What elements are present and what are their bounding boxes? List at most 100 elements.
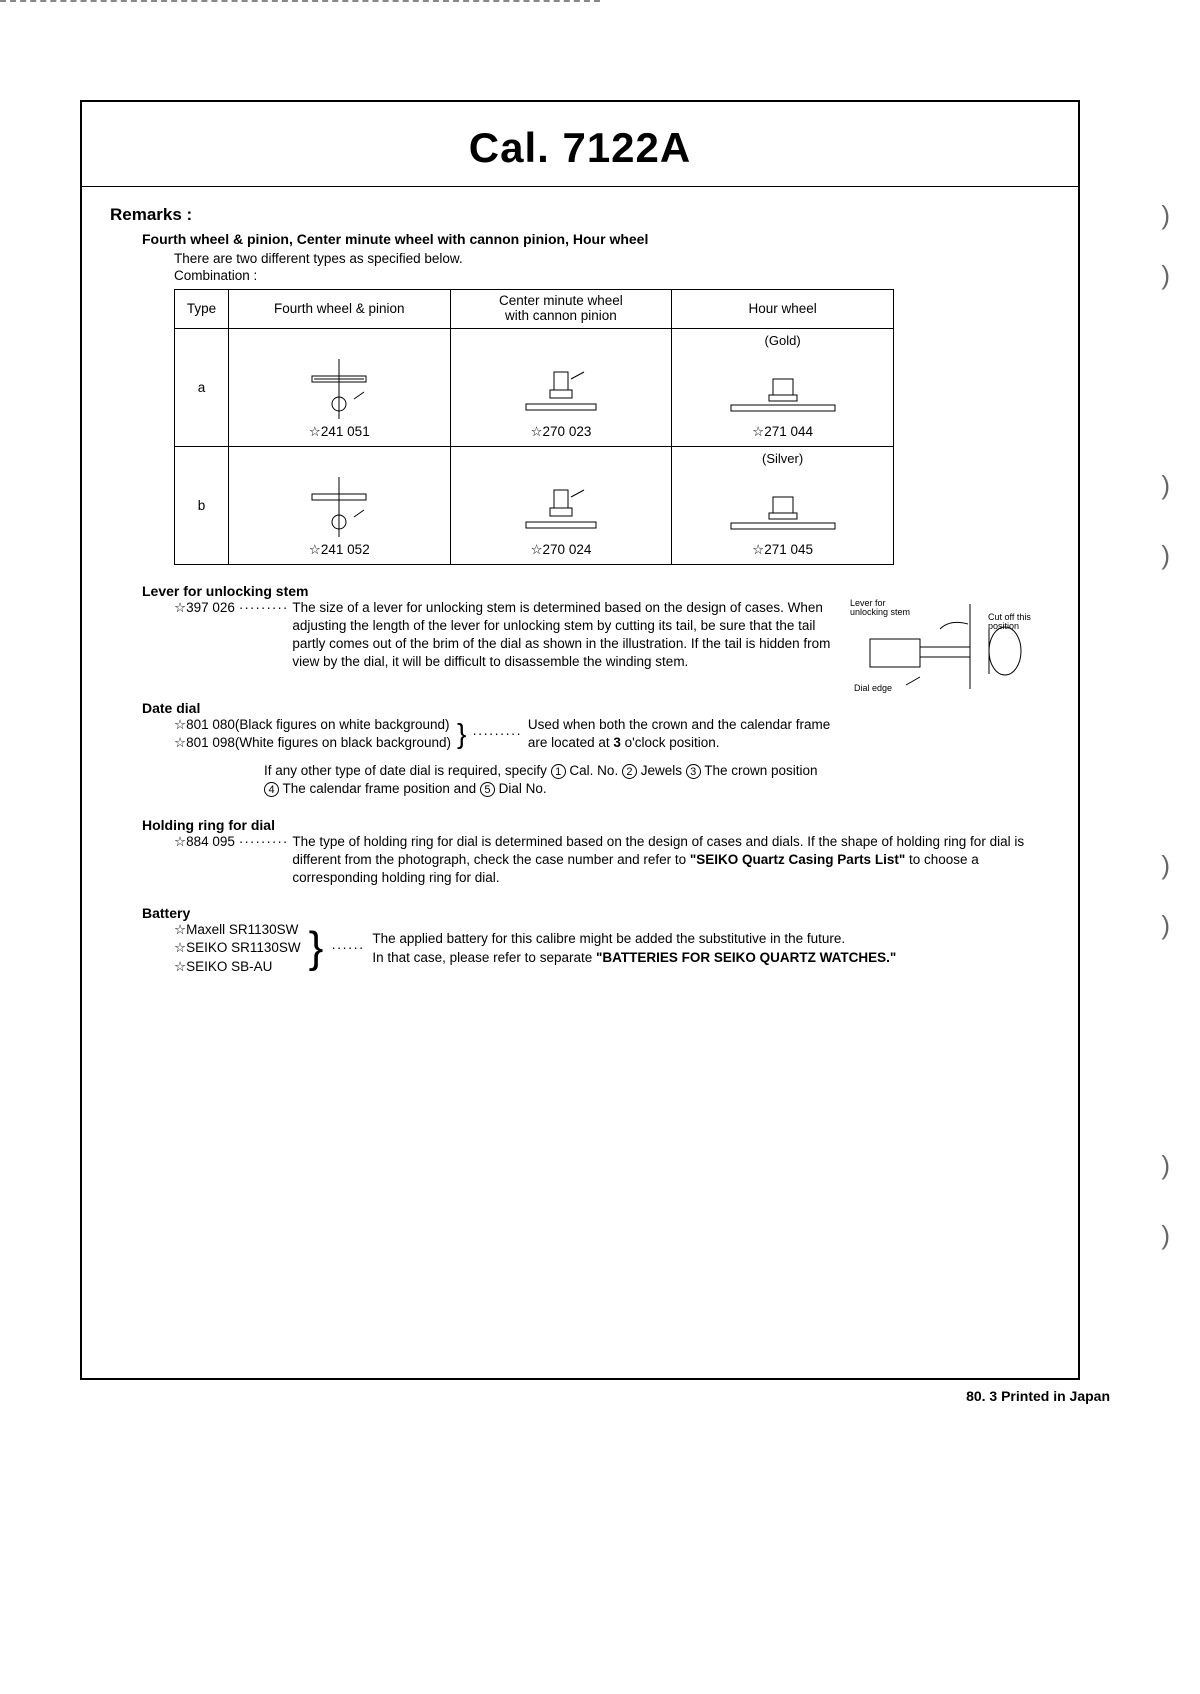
scan-mark-icon: ) xyxy=(1161,1150,1170,1181)
circled-4: 4 xyxy=(264,782,279,797)
holding-dots: ········· xyxy=(239,833,288,888)
battery-1: ☆Maxell SR1130SW xyxy=(174,921,301,939)
lever-fig-label2: Cut off this position xyxy=(988,613,1050,631)
scan-mark-icon: ) xyxy=(1161,260,1170,291)
battery-2: ☆SEIKO SR1130SW xyxy=(174,939,301,957)
battery-bold: "BATTERIES FOR SEIKO QUARTZ WATCHES." xyxy=(596,950,896,965)
circled-2: 2 xyxy=(622,764,637,779)
part-fourth-b: ☆241 052 xyxy=(235,542,444,558)
part-hour-b: ☆271 045 xyxy=(678,542,887,558)
content-area: Remarks : Fourth wheel & pinion, Center … xyxy=(82,187,1078,996)
dd-c3t: The crown position xyxy=(701,763,818,778)
lever-fig-label1: Lever for unlocking stem xyxy=(850,599,920,617)
cell-center-b: ☆270 024 xyxy=(450,446,672,564)
page-title: Cal. 7122A xyxy=(82,102,1078,187)
th-center: Center minute wheel with cannon pinion xyxy=(450,290,672,329)
fourth-wheel-icon xyxy=(304,354,374,424)
scan-mark-icon: ) xyxy=(1161,1220,1170,1251)
cell-fourth-a: ☆241 051 xyxy=(228,328,450,446)
holding-block: ☆884 095 ········· The type of holding r… xyxy=(174,833,1050,888)
datedial-usage-col: Used when both the crown and the calenda… xyxy=(528,716,830,752)
lever-part: ☆397 026 xyxy=(174,599,235,672)
dd-c1t: Cal. No. xyxy=(566,763,622,778)
lever-dots: ········· xyxy=(239,599,288,672)
dd-note-pre: If any other type of date dial is requir… xyxy=(264,763,551,778)
datedial-block: ☆801 080(Black figures on white backgrou… xyxy=(174,716,1050,799)
table-header-row: Type Fourth wheel & pinion Center minute… xyxy=(175,290,894,329)
center-wheel-icon xyxy=(516,364,606,424)
cell-fourth-b: ☆241 052 xyxy=(228,446,450,564)
circled-5: 5 xyxy=(480,782,495,797)
datedial-p1-line: ☆801 080(Black figures on white backgrou… xyxy=(174,716,451,734)
battery-text2a: In that case, please refer to separate xyxy=(372,950,596,965)
scan-mark-icon: ) xyxy=(1161,910,1170,941)
part-center-a: ☆270 023 xyxy=(457,424,666,440)
scan-edge xyxy=(0,0,600,4)
datedial-usage2-post: o'clock position. xyxy=(621,735,720,750)
lever-text: The size of a lever for unlocking stem i… xyxy=(292,599,832,672)
part-hour-a: ☆271 044 xyxy=(678,424,887,440)
datedial-p2: ☆801 098 xyxy=(174,735,235,750)
datedial-p2desc: (White figures on black background) xyxy=(235,735,451,750)
holding-text: The type of holding ring for dial is det… xyxy=(292,833,1050,888)
battery-text1: The applied battery for this calibre mig… xyxy=(372,930,896,948)
wheel-heading: Fourth wheel & pinion, Center minute whe… xyxy=(142,231,1050,247)
lever-figure: Lever for unlocking stem Cut off this po… xyxy=(850,599,1050,694)
hour-wheel-icon xyxy=(723,487,843,542)
datedial-usage2-pre: are located at xyxy=(528,735,614,750)
holding-heading: Holding ring for dial xyxy=(142,817,1050,833)
cell-hour-b: (Silver) ☆271 045 xyxy=(672,446,894,564)
cell-hour-a: (Gold) ☆271 044 xyxy=(672,328,894,446)
datedial-dots: ········· xyxy=(472,725,521,743)
th-hour: Hour wheel xyxy=(672,290,894,329)
remarks-heading: Remarks : xyxy=(110,205,1050,225)
datedial-three: 3 xyxy=(613,735,621,750)
datedial-note: If any other type of date dial is requir… xyxy=(264,762,1050,798)
scan-mark-icon: ) xyxy=(1161,470,1170,501)
table-row: a ☆241 051 ☆270 023 (Gold) ☆271 044 xyxy=(175,328,894,446)
lever-hang: ☆397 026 ········· The size of a lever f… xyxy=(174,599,832,672)
brace-icon: } xyxy=(457,726,466,743)
fourth-wheel-icon xyxy=(304,472,374,542)
footer-print: 80. 3 Printed in Japan xyxy=(966,1388,1110,1404)
circled-1: 1 xyxy=(551,764,566,779)
holding-bold: "SEIKO Quartz Casing Parts List" xyxy=(690,852,905,867)
battery-text: The applied battery for this calibre mig… xyxy=(372,930,896,966)
datedial-p2-line: ☆801 098(White figures on black backgrou… xyxy=(174,734,451,752)
part-fourth-a: ☆241 051 xyxy=(235,424,444,440)
cell-type-b: b xyxy=(175,446,229,564)
scan-mark-icon: ) xyxy=(1161,540,1170,571)
holding-part: ☆884 095 xyxy=(174,833,235,888)
lever-block: ☆397 026 ········· The size of a lever f… xyxy=(174,599,1050,694)
lever-fig-label3: Dial edge xyxy=(854,682,892,694)
dd-c4t: The calendar frame position and xyxy=(279,781,480,796)
battery-heading: Battery xyxy=(142,905,1050,921)
cell-center-a: ☆270 023 xyxy=(450,328,672,446)
combination-table: Type Fourth wheel & pinion Center minute… xyxy=(174,289,894,565)
hour-wheel-icon xyxy=(723,369,843,424)
dd-c2t: Jewels xyxy=(637,763,686,778)
wheel-intro-2: Combination : xyxy=(174,268,1050,283)
datedial-heading: Date dial xyxy=(142,700,1050,716)
note-silver: (Silver) xyxy=(672,451,893,466)
wheel-intro-1: There are two different types as specifi… xyxy=(174,251,1050,266)
document-frame: Cal. 7122A Remarks : Fourth wheel & pini… xyxy=(80,100,1080,1380)
brace-icon: } xyxy=(309,935,324,961)
lever-heading: Lever for unlocking stem xyxy=(142,583,1050,599)
dd-c5t: Dial No. xyxy=(495,781,547,796)
datedial-parts-col: ☆801 080(Black figures on white backgrou… xyxy=(174,716,451,752)
th-fourth: Fourth wheel & pinion xyxy=(228,290,450,329)
datedial-p1: ☆801 080 xyxy=(174,717,235,732)
th-center-text: Center minute wheel with cannon pinion xyxy=(499,293,623,323)
battery-3: ☆SEIKO SB-AU xyxy=(174,958,301,976)
center-wheel-icon xyxy=(516,482,606,542)
scan-mark-icon: ) xyxy=(1161,200,1170,231)
datedial-row: ☆801 080(Black figures on white backgrou… xyxy=(174,716,1050,752)
note-gold: (Gold) xyxy=(672,333,893,348)
datedial-p1desc: (Black figures on white background) xyxy=(235,717,450,732)
battery-list: ☆Maxell SR1130SW ☆SEIKO SR1130SW ☆SEIKO … xyxy=(174,921,301,976)
datedial-usage1: Used when both the crown and the calenda… xyxy=(528,716,830,734)
th-type: Type xyxy=(175,290,229,329)
table-row: b ☆241 052 ☆270 024 (Silver) ☆271 045 xyxy=(175,446,894,564)
circled-3: 3 xyxy=(686,764,701,779)
